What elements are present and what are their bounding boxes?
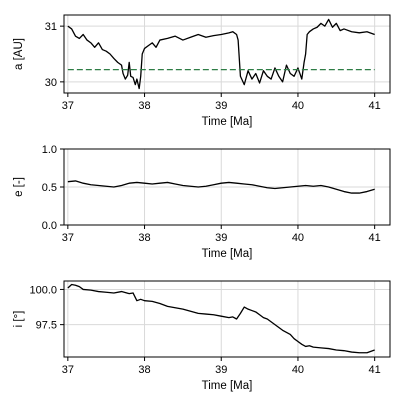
panel-eccentricity: 37 38 39 40 41 0.0 0.5 1.0 Time [Ma] e [-] (13, 144, 391, 260)
x-tick-label: 38 (138, 364, 150, 376)
y-tick-label: 0.0 (42, 220, 57, 232)
y-tick-label: 97.5 (36, 320, 57, 332)
x-tick-label: 41 (369, 100, 381, 112)
y-tick-label: 100.0 (29, 284, 57, 296)
panel-inclination: 37 38 39 40 41 97.5 100.0 Time [Ma] i [°] (13, 280, 391, 392)
x-axis-label: Time [Ma] (202, 116, 253, 128)
series-line (67, 180, 375, 194)
x-tick-label: 40 (292, 232, 304, 244)
x-tick-label: 39 (215, 364, 227, 376)
plot-frame (63, 280, 391, 358)
x-tick-label: 38 (138, 232, 150, 244)
x-tick-label: 38 (138, 100, 150, 112)
panel-semi-major-axis: 37 38 39 40 41 30 31 Time [Ma] a [AU] (13, 14, 391, 128)
x-axis-label: Time [Ma] (202, 248, 253, 260)
y-tick-label: 0.5 (42, 182, 57, 194)
series-line (67, 18, 375, 90)
x-tick-label: 37 (62, 100, 74, 112)
series-line (67, 283, 375, 354)
y-axis-label: i [°] (13, 311, 25, 328)
plot-frame (63, 14, 391, 94)
x-tick-label: 40 (292, 100, 304, 112)
x-tick-label: 37 (62, 364, 74, 376)
y-axis-label: a [AU] (13, 38, 25, 70)
y-axis-label: e [-] (13, 177, 25, 197)
y-tick-label: 1.0 (42, 144, 57, 156)
x-tick-label: 39 (215, 100, 227, 112)
x-axis-label: Time [Ma] (202, 380, 253, 392)
x-tick-label: 39 (215, 232, 227, 244)
y-tick-label: 30 (45, 77, 57, 89)
x-tick-label: 37 (62, 232, 74, 244)
x-tick-label: 41 (369, 364, 381, 376)
x-tick-label: 41 (369, 232, 381, 244)
x-tick-label: 40 (292, 364, 304, 376)
y-tick-label: 31 (45, 21, 57, 33)
